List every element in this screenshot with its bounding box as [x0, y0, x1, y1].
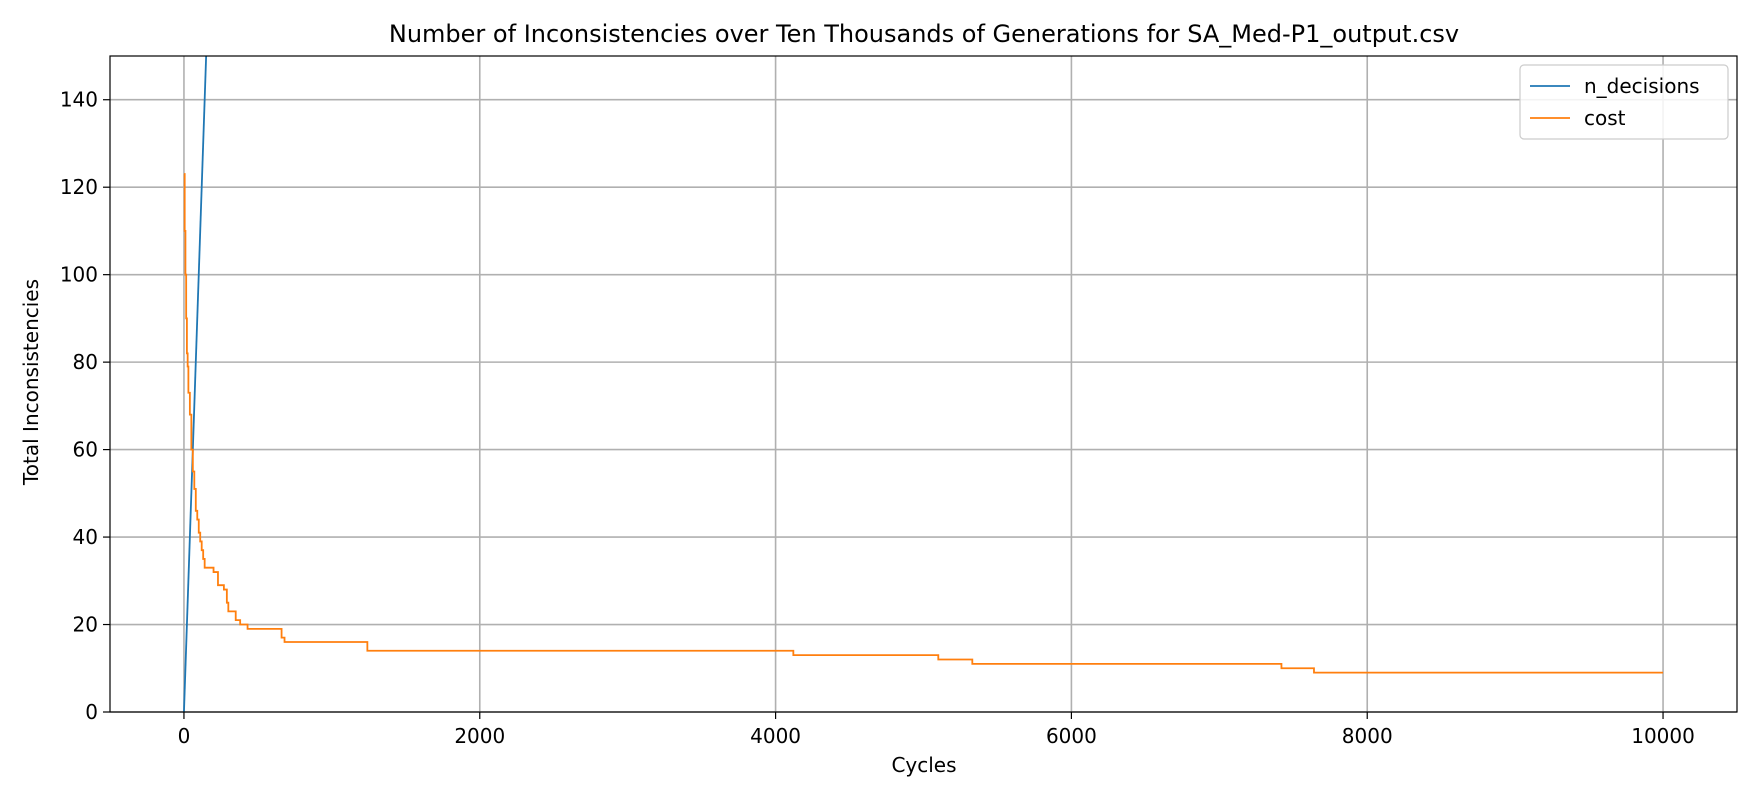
x-tick-label: 0	[178, 724, 191, 748]
series-layer	[183, 56, 1664, 712]
y-tick-label: 40	[73, 525, 98, 549]
series-line-n-decisions	[183, 56, 208, 712]
series-line-cost	[183, 173, 1664, 674]
plot-frame	[109, 55, 1738, 713]
y-tick-label: 0	[85, 700, 98, 724]
y-tick-label: 80	[73, 350, 98, 374]
y-tick-label: 60	[73, 438, 98, 462]
x-tick-label: 8000	[1342, 724, 1393, 748]
y-axis-label: Total Inconsistencies	[19, 279, 43, 486]
x-tick-label: 2000	[454, 724, 505, 748]
y-tick-label: 140	[60, 88, 98, 112]
x-tick-label: 10000	[1631, 724, 1695, 748]
y-tick-label: 100	[60, 263, 98, 287]
legend-label: cost	[1584, 106, 1626, 130]
legend-label: n_decisions	[1584, 74, 1700, 98]
chart-title: Number of Inconsistencies over Ten Thous…	[389, 20, 1459, 48]
y-tick-label: 20	[73, 613, 98, 637]
ticks: 0 2000 4000 6000 8000 10000 0 20 40 60 80 100 120 140	[60, 88, 1695, 748]
y-tick-label: 120	[60, 175, 98, 199]
x-tick-label: 6000	[1046, 724, 1097, 748]
legend-box	[1519, 64, 1729, 140]
x-axis-label: Cycles	[891, 753, 956, 777]
x-tick-label: 4000	[750, 724, 801, 748]
grid	[110, 56, 1737, 713]
